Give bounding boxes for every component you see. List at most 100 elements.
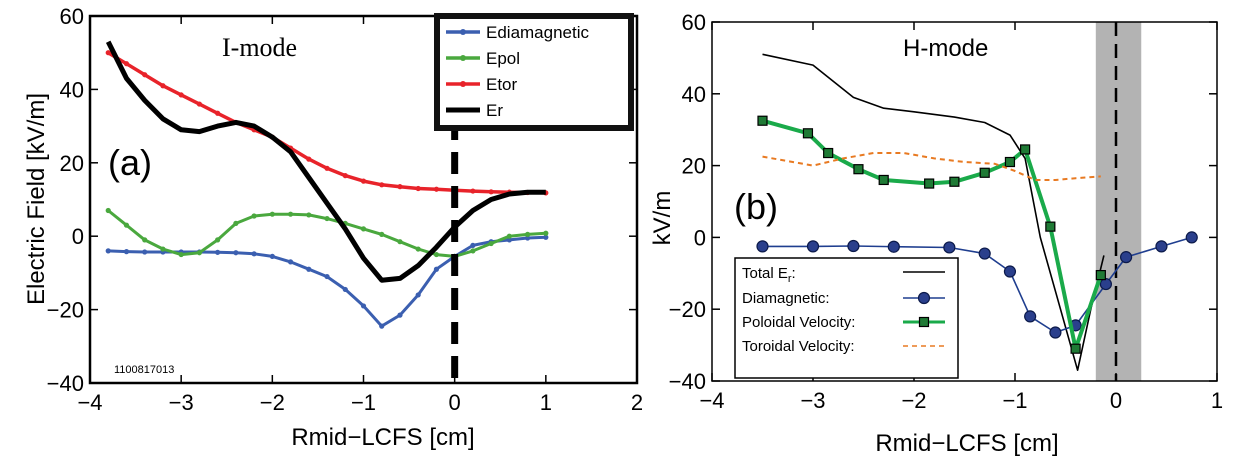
data-point [324,165,330,171]
y-tick-label: 0 [72,224,84,249]
data-point [433,251,440,258]
data-point [433,186,440,192]
x-tick-label: −3 [800,388,825,413]
data-point [525,235,531,241]
data-point [978,247,991,260]
data-point [342,173,348,179]
data-point [215,237,221,243]
data-point [1155,240,1168,253]
data-point [853,164,864,175]
legend-label: Etor [486,75,518,94]
data-point [470,242,476,248]
x-tick-label: 0 [1110,388,1122,413]
data-point [233,250,239,256]
panel-a-letter: (a) [108,142,152,183]
data-point [342,286,348,293]
shot-number: 1100817013 [114,364,174,376]
legend-label: Ediamagnetic [486,23,590,42]
data-point [756,240,769,253]
data-point [1045,221,1056,232]
data-point [360,303,367,309]
y-tick-label: 60 [60,4,84,29]
data-point [525,231,531,237]
data-point [506,237,512,243]
data-point [415,292,421,298]
data-point [802,128,814,139]
data-point [1049,326,1062,339]
data-point [806,240,820,253]
x-tick-label: 1 [1211,388,1223,413]
data-point [324,273,330,280]
data-point [397,239,403,245]
data-point [1019,144,1031,155]
x-tick-label: −3 [169,390,194,415]
data-point [324,215,330,222]
data-point [178,251,184,258]
panel-b-mode-label: H-mode [903,35,988,62]
data-point [1004,156,1016,168]
panel-b-frame [711,21,1218,382]
legend-label: Toroidal Velocity: [742,338,855,355]
data-point [470,248,476,254]
data-point [757,115,768,126]
data-point [142,249,148,255]
data-point [306,212,312,218]
legend-marker [918,316,930,328]
data-point [215,110,221,116]
data-point [878,174,889,186]
data-point [1024,310,1037,323]
data-point [287,211,294,217]
data-point [123,249,130,255]
data-point [123,61,130,67]
y-tick-label: 40 [682,82,706,107]
y-tick-label: −20 [669,297,706,322]
panel-b: −4 −3 −2 −1 0 1 −40 −20 0 20 40 60 H-mode (b) Rmid−… [649,10,1223,457]
legend-marker [460,81,466,87]
data-point [142,72,148,78]
data-point [543,234,549,240]
data-point [543,230,549,236]
data-point [488,240,494,247]
panel-a: −4 −3 −2 −1 0 1 2 −40 −20 0 20 40 60 I-mode (a) 1100… [23,4,643,451]
data-point [215,249,221,255]
y-tick-label: 20 [60,151,84,176]
legend-marker [917,291,931,305]
data-point [470,188,476,194]
x-tick-label: 0 [449,390,461,415]
data-point [847,239,860,253]
panel-b-letter: (b) [734,186,778,227]
panel-a-mode-label: I-mode [222,33,297,62]
y-tick-label: 40 [60,77,84,102]
data-point [269,253,275,259]
data-point [415,185,421,192]
data-point [306,266,312,272]
legend-label-total-er: Total Er: [742,265,796,285]
data-point [123,222,130,228]
legend-label: Diamagnetic: [742,290,830,307]
data-point [233,220,239,226]
data-point [379,182,385,188]
data-point [397,184,403,190]
data-point [105,50,111,56]
data-point [506,233,512,239]
data-point [979,167,990,178]
y-tick-label: 60 [682,10,706,35]
panel-b-y-axis-label: kV/m [649,191,676,246]
data-point [415,246,421,252]
panel-b-shaded-band [1095,22,1142,381]
y-tick-label: −20 [47,298,84,323]
data-point [1099,277,1113,291]
legend-label: Epol [486,49,520,68]
legend-label: Poloidal Velocity: [742,314,855,331]
data-point [379,231,385,237]
x-tick-label: −1 [351,390,376,415]
x-tick-label: −4 [77,390,102,415]
data-point [379,323,385,329]
data-point [887,240,900,253]
x-tick-label: −1 [1002,388,1027,413]
series-line-toroidalvelocity [762,152,1101,181]
data-point [397,312,403,318]
data-point [178,92,184,98]
data-point [360,226,367,232]
